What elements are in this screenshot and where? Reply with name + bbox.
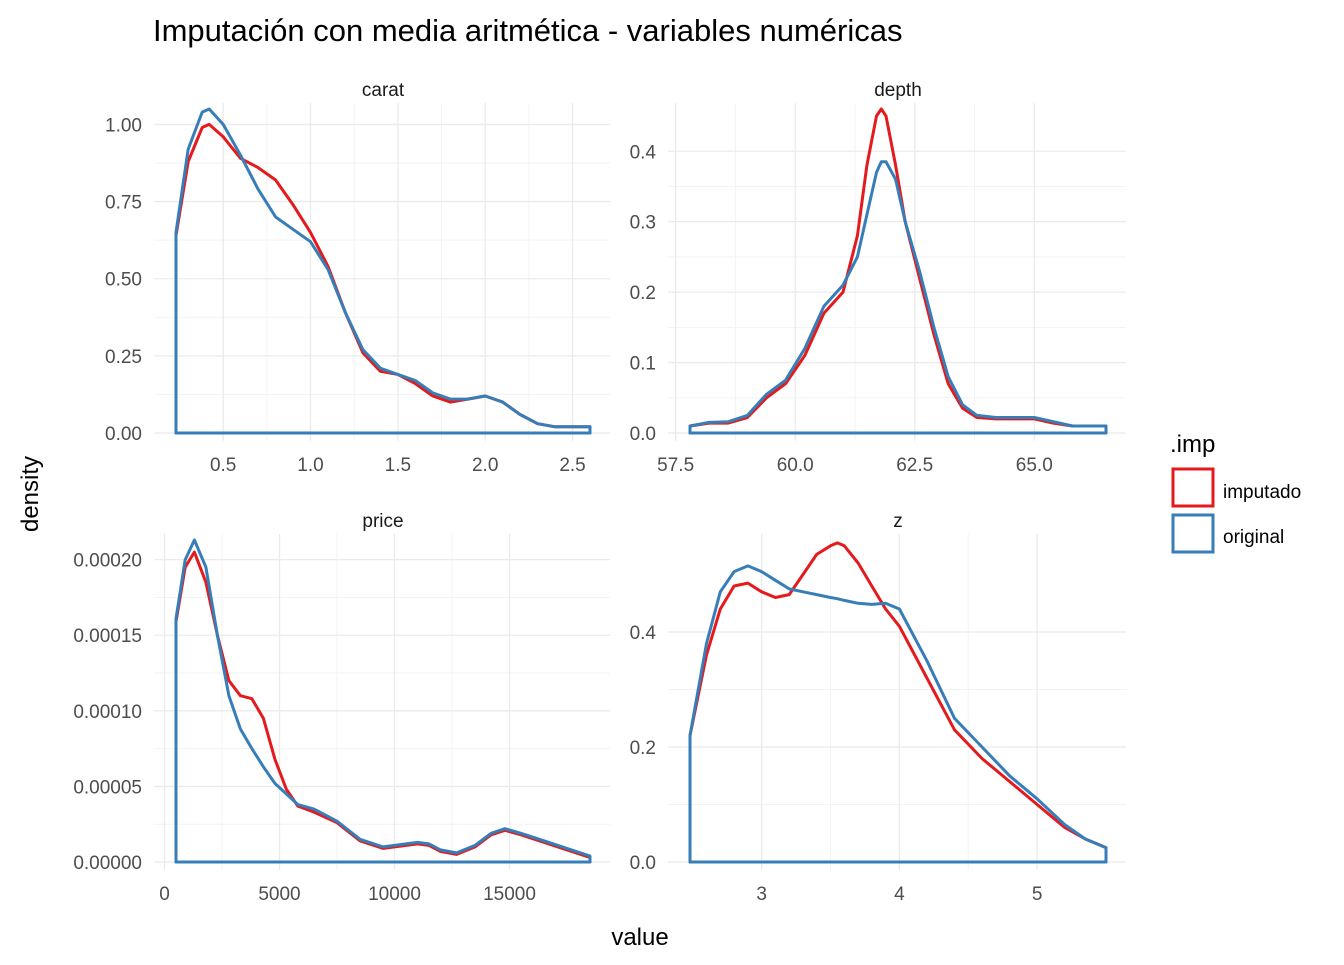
density-original-carat (174, 107, 592, 435)
x-tick-label: 2.5 (559, 455, 585, 476)
legend-title: .imp (1170, 431, 1215, 458)
x-axis-title: value (611, 924, 668, 951)
y-tick-label: 0.00015 (73, 626, 142, 647)
facet-label-z: z (893, 511, 903, 532)
y-tick-label: 0.0 (630, 853, 656, 874)
y-tick-label: 0.3 (630, 213, 656, 234)
legend-label-original: original (1223, 527, 1284, 548)
y-tick-label: 0.2 (630, 283, 656, 304)
density-original-z (688, 564, 1108, 864)
panel-z: 3 4 5 0.0 0.2 0.4 z (630, 511, 1126, 905)
y-tick-label: 0.4 (630, 623, 657, 644)
facet-label-carat: carat (362, 80, 405, 101)
density-original-depth (688, 160, 1108, 435)
chart-title: Imputación con media aritmética - variab… (153, 13, 902, 48)
y-tick-label: 0.4 (630, 142, 657, 163)
y-tick-label: 0.1 (630, 354, 656, 375)
x-tick-label: 2.0 (472, 455, 498, 476)
panel-price: 0 5000 10000 15000 0.00000 0.00005 0.00010 0.00… (73, 511, 610, 905)
y-tick-label: 0.00000 (73, 853, 142, 874)
y-tick-label: 0.00005 (73, 777, 142, 798)
x-tick-label: 15000 (483, 884, 536, 905)
x-tick-label: 4 (894, 884, 905, 905)
y-tick-label: 0.75 (105, 193, 142, 214)
x-tick-label: 60.0 (777, 455, 814, 476)
legend-label-imputado: imputado (1223, 482, 1301, 503)
x-tick-label: 0 (159, 884, 170, 905)
density-imputado-z (688, 541, 1108, 864)
x-tick-label: 3 (756, 884, 767, 905)
y-tick-label: 0.2 (630, 738, 656, 759)
x-tick-label: 0.5 (210, 455, 236, 476)
y-tick-label: 0.50 (105, 270, 142, 291)
panel-carat: 0.5 1.0 1.5 2.0 2.5 0.00 0.25 0.50 0.75 1.00 carat (105, 80, 610, 476)
x-tick-label: 5000 (258, 884, 300, 905)
panel-depth: 57.5 60.0 62.5 65.0 0.0 0.1 0.2 0.3 0.4 depth (630, 80, 1126, 476)
y-axis-title: density (17, 456, 44, 532)
density-imputado-depth (688, 107, 1108, 435)
y-tick-label: 0.0 (630, 424, 656, 445)
x-tick-label: 5 (1032, 884, 1043, 905)
x-tick-label: 65.0 (1016, 455, 1053, 476)
legend-key-imputado (1171, 467, 1215, 508)
x-tick-label: 1.5 (385, 455, 411, 476)
y-tick-label: 1.00 (105, 115, 142, 136)
y-tick-label: 0.00020 (73, 551, 142, 572)
legend: .imp imputado original (1170, 431, 1301, 554)
facet-label-depth: depth (874, 80, 922, 101)
x-tick-label: 57.5 (657, 455, 694, 476)
y-tick-label: 0.25 (105, 347, 142, 368)
legend-key-original (1171, 513, 1215, 554)
x-tick-label: 62.5 (896, 455, 933, 476)
x-tick-label: 10000 (368, 884, 421, 905)
x-tick-label: 1.0 (297, 455, 323, 476)
density-original-price (174, 538, 592, 864)
y-tick-label: 0.00 (105, 424, 142, 445)
density-imputado-price (174, 550, 592, 864)
y-tick-label: 0.00010 (73, 702, 142, 723)
facet-label-price: price (362, 511, 403, 532)
